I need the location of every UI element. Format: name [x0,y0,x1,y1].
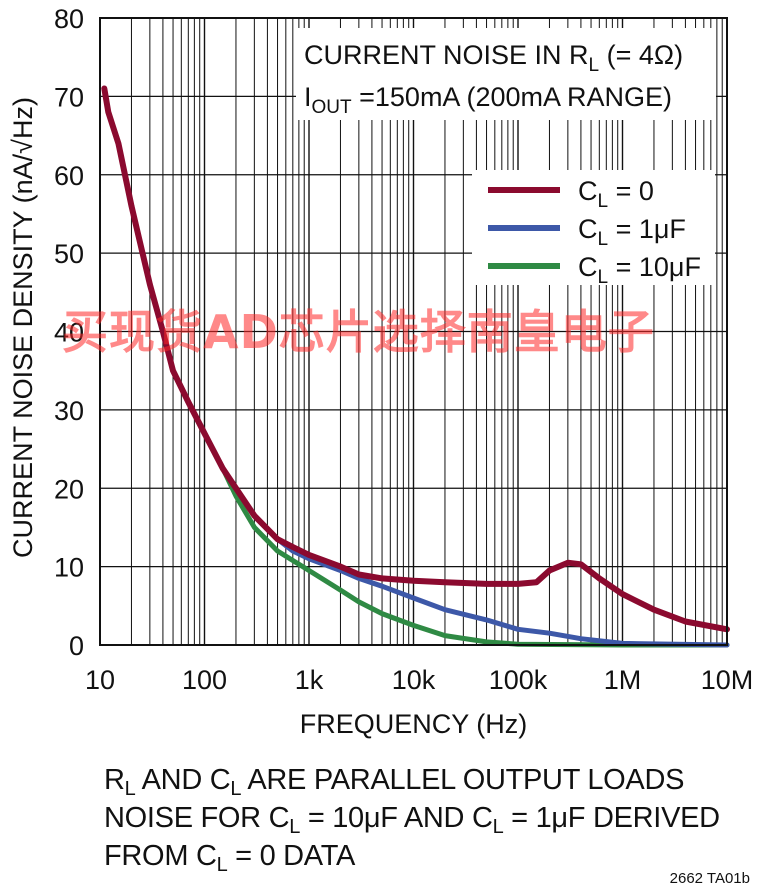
chart-title-line-1: CURRENT NOISE IN RL (= 4Ω) [304,40,683,76]
y-tick-label: 70 [54,82,84,112]
x-tick-label: 10M [701,665,754,695]
y-tick-label: 20 [54,474,84,504]
watermark-text: 买现货AD芯片选择南皇电子 [62,305,655,359]
chart-title-line-2: IOUT =150mA (200mA RANGE) [304,82,672,118]
y-tick-label: 10 [54,553,84,583]
title-background [296,28,716,120]
note-line-3: FROM CL = 0 DATA [104,840,355,876]
note-line-2: NOISE FOR CL = 10μF AND CL = 1μF DERIVED [104,802,720,838]
x-tick-label: 100 [182,665,227,695]
x-tick-label: 10k [392,665,436,695]
x-tick-label: 1M [604,665,642,695]
x-tick-label: 1k [295,665,324,695]
series-line [101,85,730,633]
y-tick-label: 80 [54,4,84,34]
x-axis-title: FREQUENCY (Hz) [300,709,528,739]
legend-label: CL = 0 [578,176,654,212]
series-lines [101,85,730,648]
y-axis-title: CURRENT NOISE DENSITY (nA/√Hz) [8,97,38,558]
chart-title: CURRENT NOISE IN RL (= 4Ω) IOUT =150mA (2… [304,40,683,118]
y-tick-label: 30 [54,396,84,426]
figure-id: 2662 TA01b [669,870,750,887]
legend-label: CL = 10μF [578,252,701,288]
y-tick-label: 0 [69,631,84,661]
legend-label: CL = 1μF [578,214,686,250]
y-tick-label: 60 [54,161,84,191]
x-tick-label: 100k [489,665,548,695]
x-tick-label: 10 [85,665,115,695]
y-tick-label: 40 [54,318,84,348]
plot-frame [99,17,728,646]
y-tick-label: 50 [54,239,84,269]
note-line-1: RL AND CL ARE PARALLEL OUTPUT LOADS [104,764,685,800]
